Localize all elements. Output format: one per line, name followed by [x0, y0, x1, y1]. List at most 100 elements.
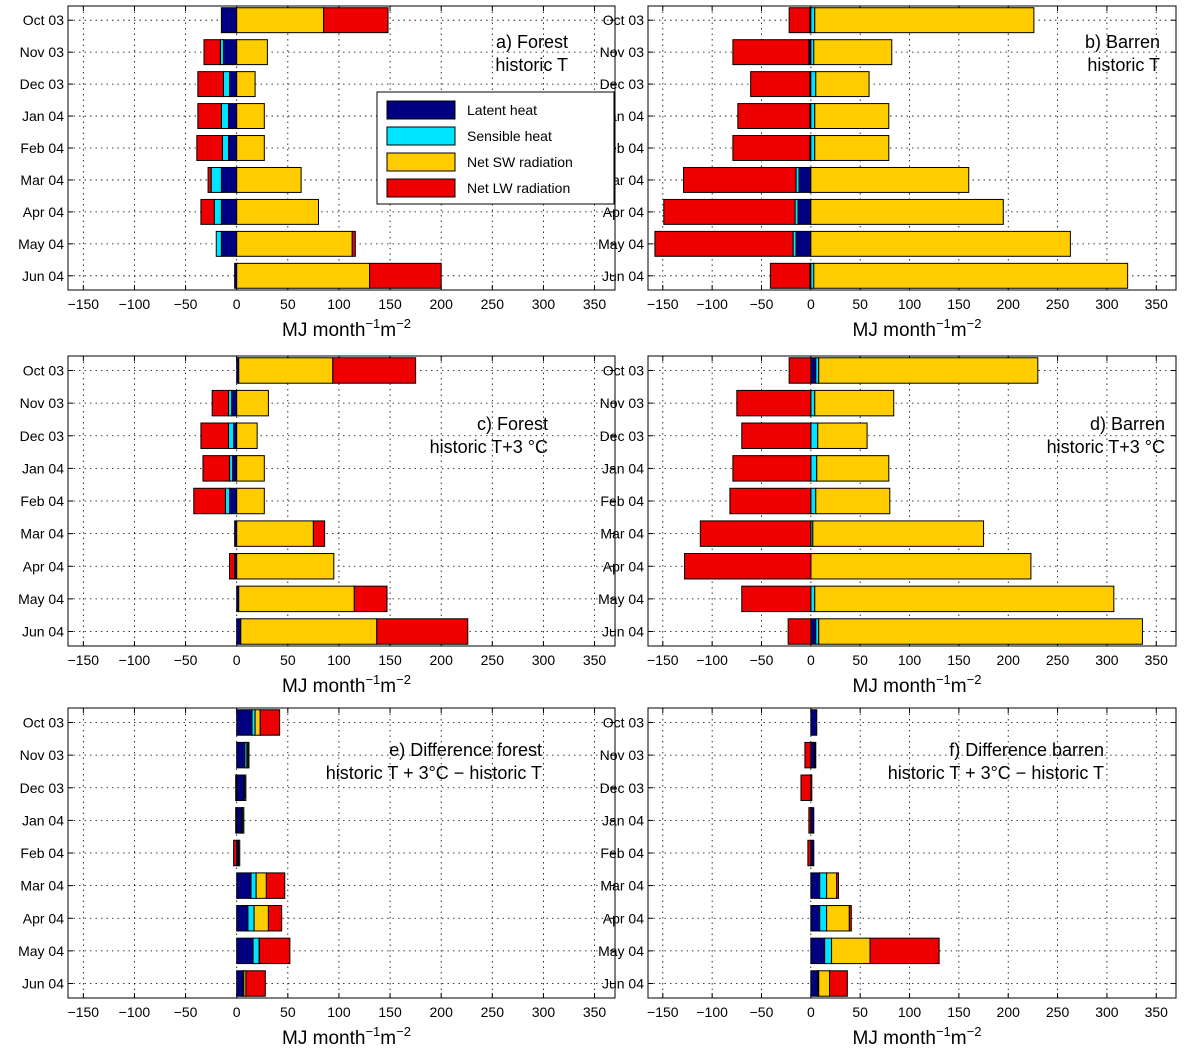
bar-segment: [238, 357, 334, 384]
y-tick-label: Apr 04: [23, 204, 64, 220]
bar-segment: [236, 7, 325, 34]
bar-segment: [236, 970, 244, 997]
bar-segment: [267, 905, 283, 932]
bar-segment: [236, 389, 269, 417]
x-axis-label-part: MJ month: [853, 676, 936, 697]
x-axis-label-sup: −1: [936, 1024, 951, 1039]
bar-segment: [211, 389, 230, 417]
x-tick-label: 150: [378, 652, 402, 668]
x-tick-label: −100: [696, 652, 728, 668]
x-tick-label: 300: [532, 296, 556, 312]
y-tick-label: Jun 04: [602, 268, 644, 284]
bar-segment: [236, 905, 249, 932]
x-axis-label-part: m: [951, 1028, 967, 1049]
x-axis-label-part: MJ month: [853, 1028, 936, 1049]
bar-segment: [353, 585, 388, 613]
bar-segment: [255, 872, 267, 899]
bar-segment: [236, 520, 314, 547]
y-tick-label: May 04: [18, 591, 64, 607]
x-tick-label: 0: [807, 296, 815, 312]
x-axis-label: MJ month−1m−2: [853, 316, 982, 341]
bar-segment: [210, 166, 222, 193]
x-axis-label: MJ month−1m−2: [282, 316, 411, 341]
bar-segment: [819, 872, 828, 899]
y-tick-label: Nov 03: [600, 44, 645, 60]
x-tick-label: 350: [583, 1004, 607, 1020]
y-tick-label: Jun 04: [22, 268, 64, 284]
x-axis-label-part: MJ month: [282, 1028, 365, 1049]
bar-segment: [236, 741, 246, 769]
x-tick-label: −100: [119, 652, 151, 668]
bar-segment: [253, 905, 269, 932]
y-tick-label: Nov 03: [20, 44, 65, 60]
bar-segment: [810, 103, 816, 130]
bar-segment: [197, 103, 222, 130]
bar-segment: [814, 389, 895, 417]
x-tick-label: −100: [696, 296, 728, 312]
bar-segment: [236, 262, 371, 289]
bar-segment: [741, 422, 812, 449]
y-tick-label: Jan 04: [22, 812, 64, 828]
bar-segment: [236, 774, 245, 801]
x-tick-label: 300: [532, 652, 556, 668]
x-tick-label: −150: [647, 296, 679, 312]
x-tick-label: 100: [327, 1004, 351, 1020]
x-tick-label: −150: [68, 652, 100, 668]
bar-segment: [202, 455, 231, 482]
bar-segment: [814, 585, 1115, 613]
bar-segment: [810, 741, 816, 769]
x-tick-label: 250: [481, 1004, 505, 1020]
x-axis-label-sup: −2: [396, 672, 411, 687]
bar-segment: [836, 872, 839, 899]
bar-segment: [236, 39, 268, 66]
y-tick-label: Jun 04: [22, 976, 64, 992]
bar-segment: [817, 422, 868, 449]
bar-segment: [235, 807, 238, 834]
x-tick-label: 200: [997, 296, 1021, 312]
x-tick-label: 150: [378, 296, 402, 312]
x-axis-label-part: MJ month: [282, 320, 365, 341]
y-tick-label: Jan 04: [602, 812, 644, 828]
bar-segment: [788, 7, 811, 34]
bar-segment: [810, 487, 817, 515]
bar-segment: [804, 741, 812, 769]
x-tick-label: 350: [583, 296, 607, 312]
bar-segment: [193, 487, 226, 515]
panel-annotation: f) Difference barren: [949, 740, 1104, 760]
bar-segment: [265, 872, 286, 899]
bar-segment: [236, 422, 258, 449]
bar-segment: [732, 39, 810, 66]
x-tick-label: 200: [430, 652, 454, 668]
x-tick-label: 100: [898, 296, 922, 312]
bar-segment: [810, 455, 818, 482]
bar-segment: [810, 937, 826, 965]
bar-segment: [245, 970, 266, 997]
plot-frame: [67, 707, 616, 999]
x-tick-label: 200: [430, 296, 454, 312]
y-tick-label: May 04: [18, 236, 64, 252]
bar-segment: [732, 455, 812, 482]
bar-segment: [810, 135, 816, 161]
bar-segment: [215, 230, 222, 257]
chart-panel-f: −150 −100 −50 0 50 100 150 200 250 300 350 Oct 03 No…: [598, 707, 1177, 1049]
bar-segment: [829, 970, 848, 997]
bar-segment: [815, 71, 870, 98]
y-tick-label: Apr 04: [603, 910, 644, 926]
y-tick-label: Nov 03: [600, 395, 645, 411]
chart-panel-c: −150 −100 −50 0 50 100 150 200 250 300 350 Oct 03 No…: [18, 355, 616, 697]
y-tick-label: Oct 03: [603, 12, 644, 28]
bar-segment: [254, 709, 261, 736]
x-tick-label: 50: [852, 296, 868, 312]
x-tick-label: −100: [119, 1004, 151, 1020]
bar-segment: [729, 487, 812, 515]
x-tick-label: −150: [68, 296, 100, 312]
x-axis-label-sup: −2: [967, 316, 982, 331]
bar-segment: [750, 71, 811, 98]
x-axis-label-sup: −1: [365, 316, 380, 331]
x-tick-label: −100: [696, 1004, 728, 1020]
x-tick-label: 250: [1046, 1004, 1070, 1020]
bar-segment: [788, 357, 812, 384]
bar-segment: [200, 198, 215, 225]
legend-swatch: [386, 152, 456, 172]
bar-segment: [732, 135, 811, 161]
